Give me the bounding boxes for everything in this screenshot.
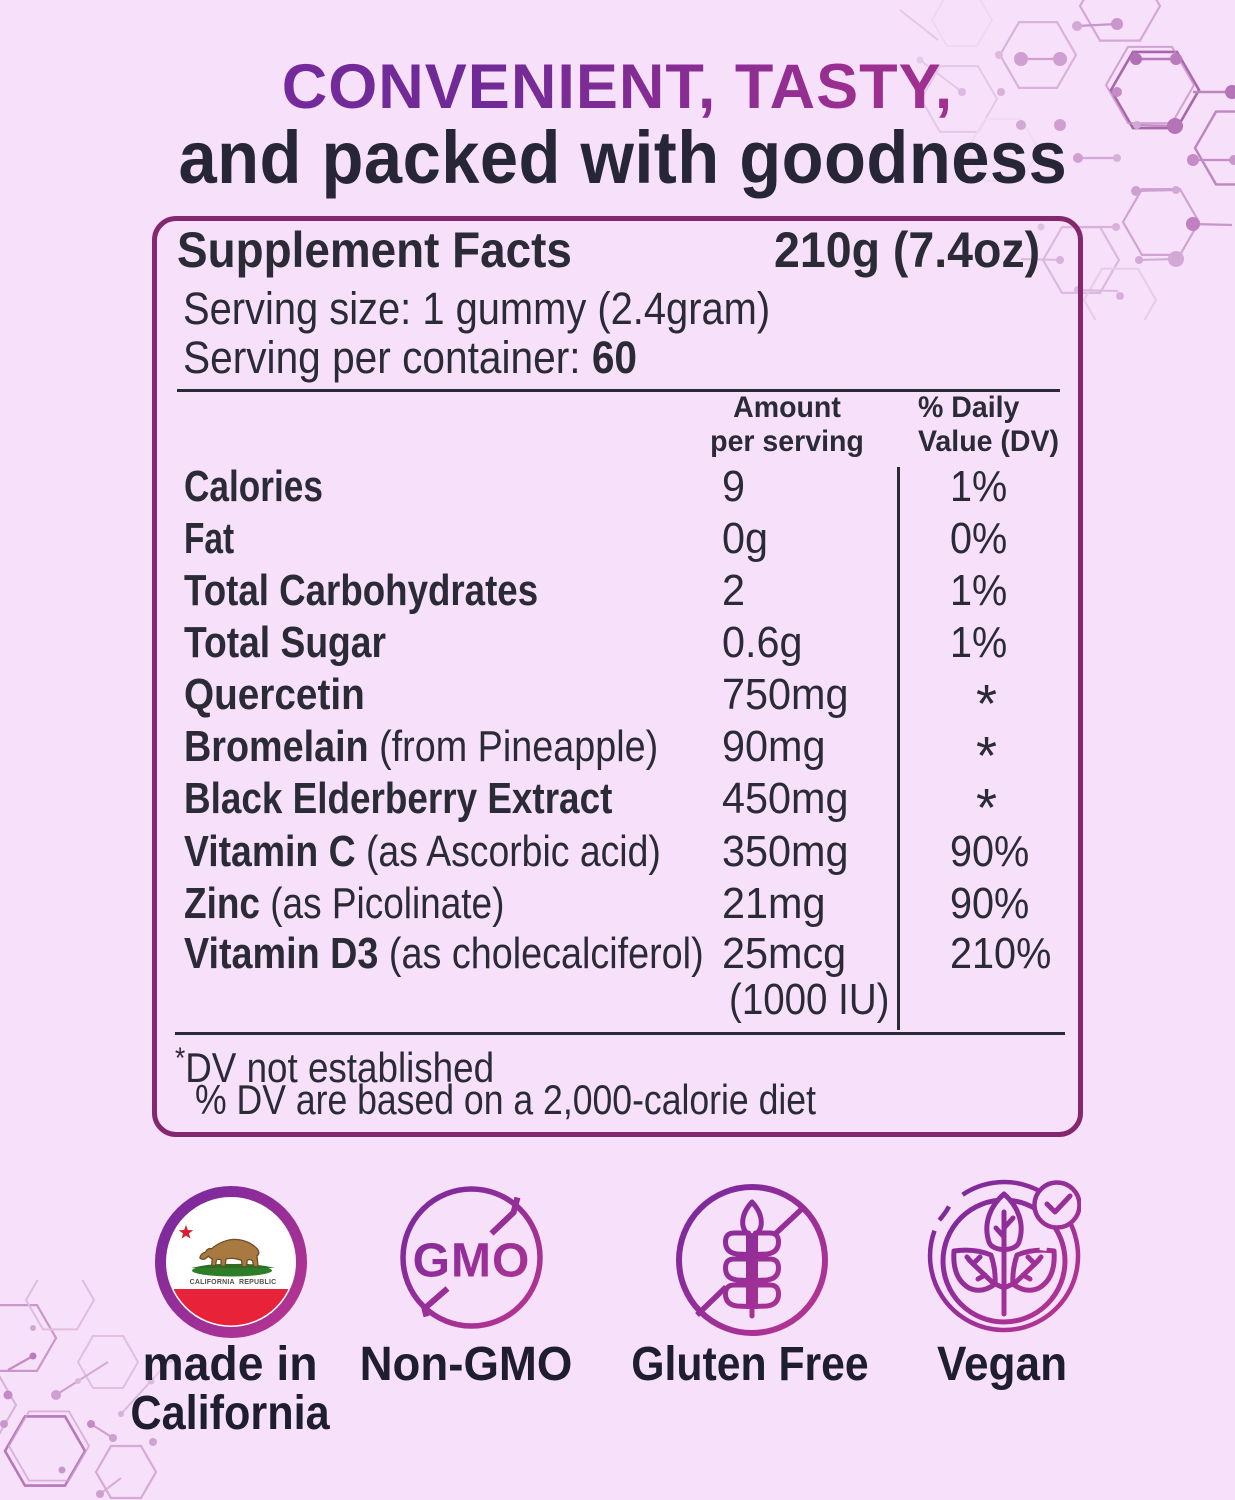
svg-text:GMO: GMO: [413, 1235, 531, 1288]
svg-text:CALIFORNIA REPUBLIC: CALIFORNIA REPUBLIC: [190, 1279, 277, 1286]
